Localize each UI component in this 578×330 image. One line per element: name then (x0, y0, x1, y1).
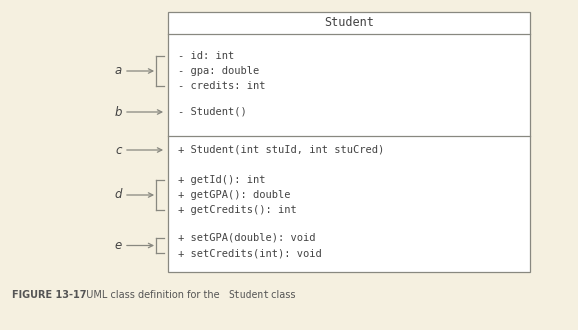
Text: - gpa: double: - gpa: double (178, 66, 260, 76)
Text: Student: Student (324, 16, 374, 29)
Text: a: a (115, 64, 122, 78)
Text: + setGPA(double): void: + setGPA(double): void (178, 233, 316, 243)
Text: FIGURE 13-17: FIGURE 13-17 (12, 290, 87, 300)
Text: d: d (114, 188, 122, 202)
Text: UML class definition for the: UML class definition for the (80, 290, 223, 300)
Text: + setCredits(int): void: + setCredits(int): void (178, 248, 322, 258)
Text: e: e (115, 239, 122, 252)
Text: b: b (114, 106, 122, 118)
Bar (168, 12, 530, 272)
Text: + getCredits(): int: + getCredits(): int (178, 205, 297, 215)
Text: - id: int: - id: int (178, 51, 234, 61)
Text: Student: Student (228, 290, 269, 300)
Text: c: c (116, 144, 122, 156)
Text: class: class (268, 290, 295, 300)
Text: - Student(): - Student() (178, 107, 247, 117)
Text: + getId(): int: + getId(): int (178, 175, 265, 185)
Text: - credits: int: - credits: int (178, 81, 265, 91)
Text: + getGPA(): double: + getGPA(): double (178, 190, 291, 200)
Text: + Student(int stuId, int stuCred): + Student(int stuId, int stuCred) (178, 145, 384, 155)
